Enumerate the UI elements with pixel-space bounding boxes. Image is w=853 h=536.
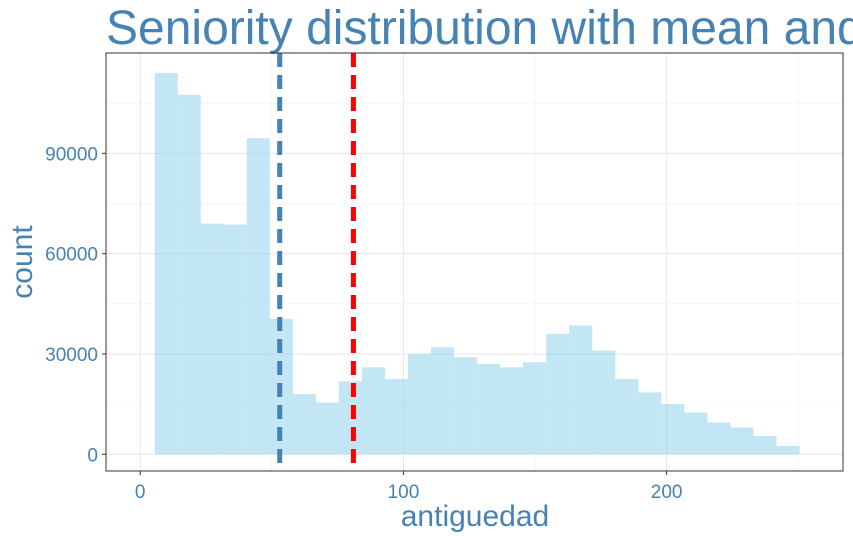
reference-lines	[277, 53, 356, 471]
histogram-bar	[431, 347, 455, 455]
x-axis-title: antiguedad	[401, 500, 549, 533]
x-axis-ticks: 0 100 200	[135, 471, 683, 503]
histogram-bar	[408, 353, 432, 455]
histogram-bar	[454, 357, 478, 455]
histogram-bar	[523, 362, 547, 455]
y-axis-ticks: 0 30000 60000 90000	[45, 144, 106, 466]
histogram-bar	[477, 363, 501, 455]
histogram-bar	[730, 427, 754, 455]
histogram-bars	[154, 73, 800, 455]
histogram-bar	[592, 350, 616, 455]
histogram-bar	[315, 402, 339, 455]
histogram-bar	[177, 94, 201, 455]
histogram-bar	[154, 73, 178, 455]
y-tick-label: 60000	[45, 245, 98, 266]
x-tick-label: 200	[651, 482, 683, 503]
histogram-bar	[661, 404, 685, 455]
y-tick-label: 0	[87, 445, 98, 466]
histogram-bar	[546, 333, 570, 455]
histogram-bar	[569, 325, 593, 455]
y-axis-title: count	[6, 225, 39, 299]
y-tick-label: 30000	[45, 345, 98, 366]
histogram-bar	[776, 445, 800, 455]
histogram-bar	[684, 412, 708, 455]
histogram-bar	[500, 367, 524, 455]
histogram-bar	[361, 367, 386, 455]
histogram-bar	[338, 381, 362, 455]
histogram-bar	[707, 422, 731, 455]
chart-title: Seniority distribution with mean and	[106, 2, 853, 55]
histogram-bar	[200, 223, 224, 455]
histogram-bar	[753, 435, 777, 455]
histogram-bar	[223, 224, 247, 455]
y-tick-label: 90000	[45, 144, 98, 165]
histogram-bar	[246, 138, 270, 455]
histogram-bar	[638, 392, 662, 455]
x-tick-label: 100	[388, 482, 420, 503]
x-tick-label: 0	[135, 482, 146, 503]
plot-panel-border	[105, 52, 844, 472]
histogram-bar	[615, 379, 639, 455]
histogram-bar	[385, 379, 409, 455]
histogram-bar	[292, 394, 316, 455]
